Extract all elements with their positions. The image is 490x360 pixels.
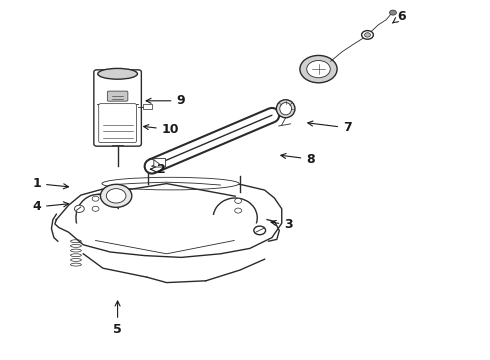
- Circle shape: [74, 205, 84, 212]
- FancyBboxPatch shape: [107, 91, 128, 101]
- FancyBboxPatch shape: [94, 70, 141, 146]
- Circle shape: [390, 10, 396, 15]
- Circle shape: [300, 55, 337, 83]
- FancyBboxPatch shape: [154, 158, 166, 167]
- Circle shape: [235, 208, 242, 213]
- Text: 7: 7: [308, 121, 352, 134]
- Text: 3: 3: [271, 219, 293, 231]
- FancyBboxPatch shape: [98, 104, 136, 143]
- Circle shape: [235, 198, 242, 203]
- Circle shape: [307, 60, 330, 78]
- Text: 1: 1: [32, 177, 69, 190]
- Circle shape: [106, 189, 126, 203]
- Ellipse shape: [276, 100, 295, 118]
- Text: 4: 4: [32, 201, 69, 213]
- Text: 10: 10: [144, 123, 179, 136]
- Circle shape: [362, 31, 373, 39]
- Ellipse shape: [98, 68, 138, 79]
- Text: 5: 5: [113, 301, 122, 336]
- Text: 2: 2: [150, 163, 166, 176]
- Ellipse shape: [102, 177, 239, 190]
- Circle shape: [254, 226, 266, 235]
- Polygon shape: [55, 181, 282, 257]
- Circle shape: [365, 33, 370, 37]
- Ellipse shape: [280, 103, 292, 115]
- Text: 6: 6: [392, 10, 406, 23]
- Text: 8: 8: [281, 153, 315, 166]
- Circle shape: [100, 184, 132, 207]
- Circle shape: [92, 196, 99, 201]
- Circle shape: [92, 206, 99, 211]
- FancyBboxPatch shape: [143, 104, 152, 109]
- Text: 9: 9: [146, 94, 185, 107]
